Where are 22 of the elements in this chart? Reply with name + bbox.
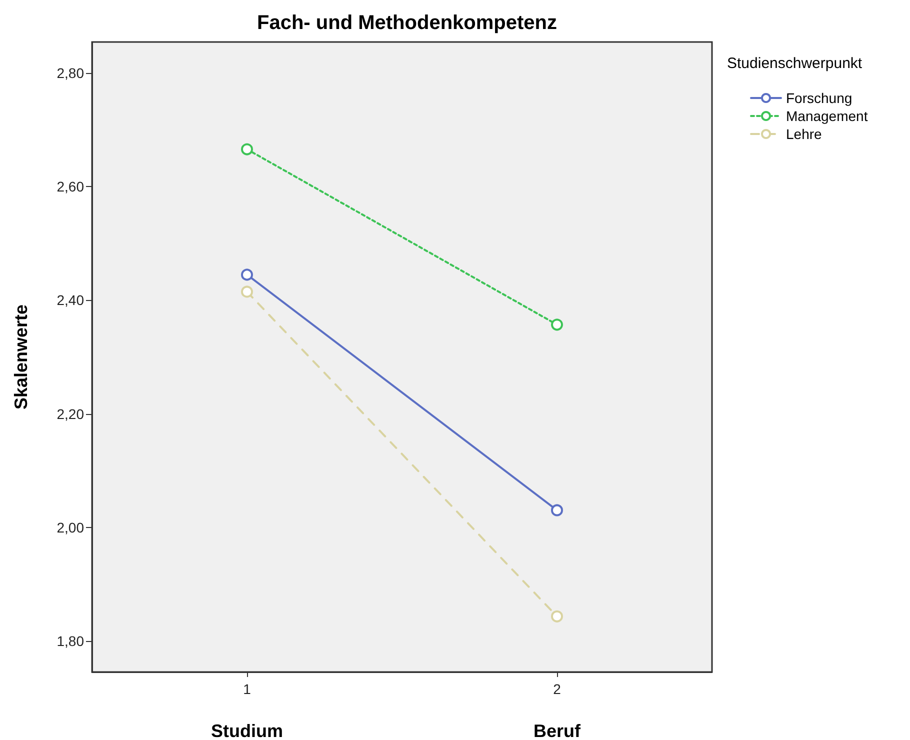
point: [551, 610, 563, 622]
point: [241, 268, 253, 281]
text: Beruf: [533, 721, 582, 740]
text: Studium: [211, 721, 283, 740]
y-tick-label: 2,20: [56, 406, 84, 422]
point: [241, 286, 253, 298]
legend-label: Management: [786, 108, 868, 124]
y-tick-label: 2,00: [56, 519, 84, 536]
y-tick-label: 2,80: [56, 65, 84, 82]
legend-title: Studienschwerpunkt: [727, 55, 863, 72]
x-tick-label: 1: [243, 681, 252, 697]
x-tick-label: 2: [553, 681, 562, 697]
point: [551, 318, 563, 331]
y-tick-label: 2,60: [56, 178, 84, 195]
legend-label: Forschung: [786, 90, 852, 106]
y-axis-title: Skalenwerte: [11, 304, 31, 410]
point: [241, 143, 253, 156]
legend-label: Lehre: [786, 126, 822, 142]
y-tick-label: 2,40: [56, 292, 84, 308]
chart-title: Fach- und Methodenkompetenz: [257, 12, 557, 34]
point: [551, 504, 563, 516]
y-tick-label: 1,80: [56, 632, 84, 649]
